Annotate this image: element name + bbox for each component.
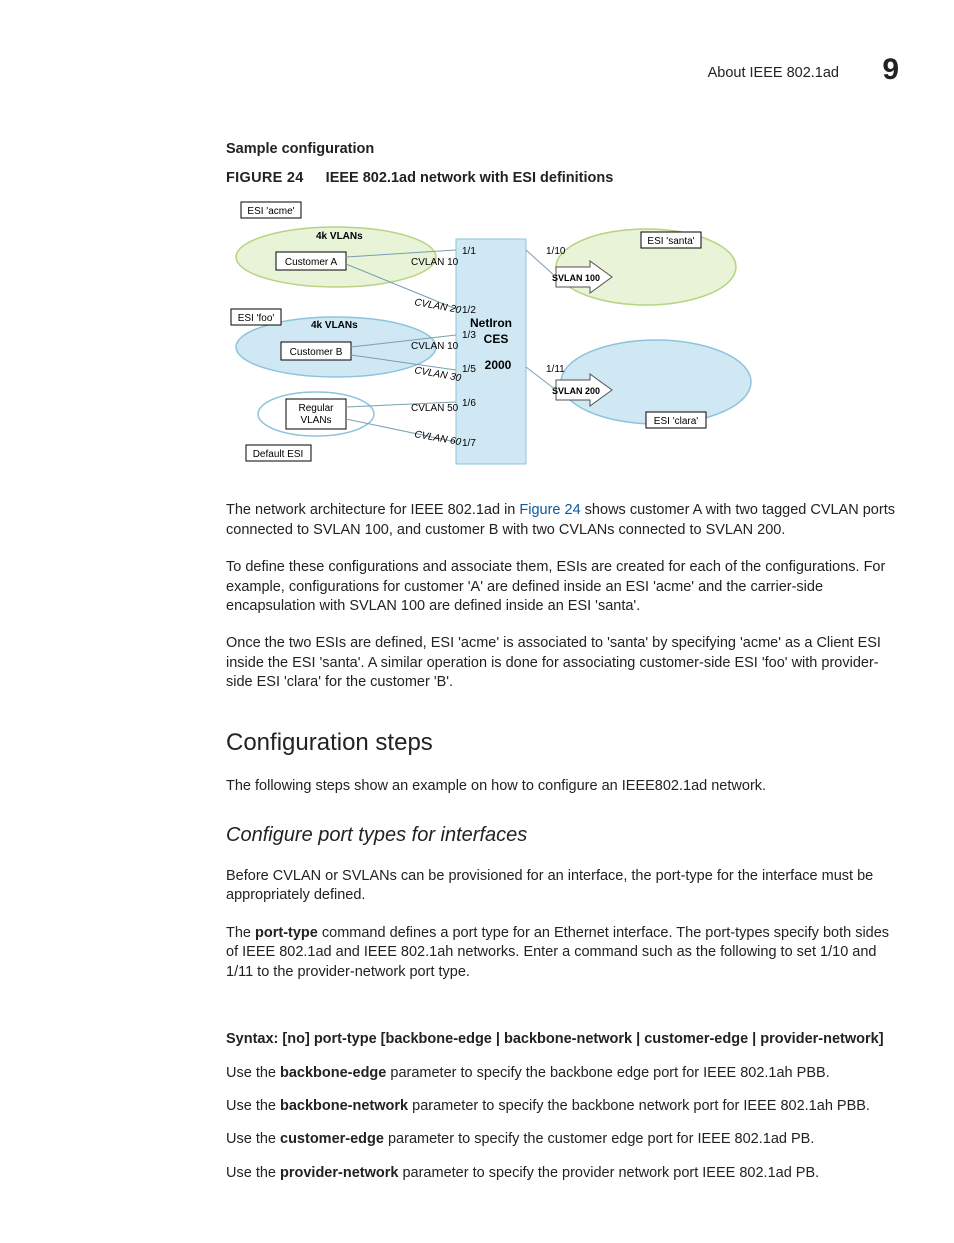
param-provider-network: Use the provider-network parameter to sp…	[226, 1164, 904, 1183]
param-customer-edge: Use the customer-edge parameter to speci…	[226, 1130, 904, 1149]
label-cvlan60: CVLAN 60	[413, 429, 462, 448]
p6-bold: port-type	[255, 925, 318, 941]
syntax-body: [no] port-type [backbone-edge | backbone…	[282, 1031, 883, 1047]
label-cvlan30: CVLAN 30	[413, 365, 462, 384]
device-line1: NetIron	[470, 316, 512, 330]
page-header: About IEEE 802.1ad 9	[0, 0, 954, 110]
bn-b: backbone-network	[280, 1098, 408, 1114]
box-esi-clara: ESI 'clara'	[654, 416, 698, 427]
heading-configuration-steps: Configuration steps	[226, 727, 904, 759]
label-svlan200: SVLAN 200	[552, 386, 600, 396]
sample-config-heading: Sample configuration	[226, 140, 904, 159]
label-cvlan20: CVLAN 20	[413, 297, 462, 316]
be-c: parameter to specify the backbone edge p…	[386, 1065, 829, 1081]
port-1-7: 1/7	[462, 438, 476, 449]
device-line2: CES	[484, 332, 509, 346]
network-diagram: ESI 'acme' Customer A ESI 'foo' Customer…	[226, 197, 904, 483]
port-1-10: 1/10	[546, 246, 566, 257]
ce-a: Use the	[226, 1131, 280, 1147]
box-customer-b: Customer B	[290, 347, 343, 358]
heading-configure-port-types: Configure port types for interfaces	[226, 822, 904, 849]
box-regular-vlans-2: VLANs	[300, 415, 331, 426]
syntax-prefix: Syntax:	[226, 1031, 282, 1047]
port-1-3: 1/3	[462, 330, 476, 341]
box-esi-acme: ESI 'acme'	[247, 206, 294, 217]
syntax-line: Syntax: [no] port-type [backbone-edge | …	[226, 1030, 904, 1049]
page: About IEEE 802.1ad 9 Sample configuratio…	[0, 0, 954, 1243]
p1-part-a: The network architecture for IEEE 802.1a…	[226, 502, 519, 518]
label-cvlan10: CVLAN 10	[411, 257, 459, 268]
page-content: Sample configuration FIGURE 24 IEEE 802.…	[226, 140, 904, 1183]
be-a: Use the	[226, 1065, 280, 1081]
pn-c: parameter to specify the provider networ…	[398, 1165, 819, 1181]
box-regular-vlans-1: Regular	[298, 403, 334, 414]
port-1-11: 1/11	[546, 364, 565, 375]
paragraph-2: To define these configurations and assoc…	[226, 558, 904, 616]
ce-b: customer-edge	[280, 1131, 384, 1147]
param-backbone-network: Use the backbone-network parameter to sp…	[226, 1097, 904, 1116]
port-1-2: 1/2	[462, 305, 476, 316]
ce-c: parameter to specify the customer edge p…	[384, 1131, 814, 1147]
figure-number: FIGURE 24	[226, 170, 304, 186]
label-4kvlans-a: 4k VLANs	[316, 231, 363, 242]
port-1-1: 1/1	[462, 246, 476, 257]
paragraph-4: The following steps show an example on h…	[226, 777, 904, 796]
label-cvlan10b: CVLAN 10	[411, 341, 459, 352]
box-esi-foo: ESI 'foo'	[238, 313, 275, 324]
label-cvlan50: CVLAN 50	[411, 403, 459, 414]
paragraph-3: Once the two ESIs are defined, ESI 'acme…	[226, 634, 904, 692]
pn-a: Use the	[226, 1165, 280, 1181]
figure-reference-link[interactable]: Figure 24	[519, 502, 580, 518]
figure-caption: IEEE 802.1ad network with ESI definition…	[326, 170, 614, 186]
chapter-number: 9	[882, 50, 899, 90]
box-default-esi: Default ESI	[253, 449, 304, 460]
box-esi-santa: ESI 'santa'	[647, 236, 694, 247]
label-4kvlans-b: 4k VLANs	[311, 320, 358, 331]
running-title: About IEEE 802.1ad	[708, 64, 839, 83]
bn-a: Use the	[226, 1098, 280, 1114]
paragraph-5: Before CVLAN or SVLANs can be provisione…	[226, 867, 904, 906]
paragraph-1: The network architecture for IEEE 802.1a…	[226, 501, 904, 540]
box-customer-a: Customer A	[285, 257, 338, 268]
param-backbone-edge: Use the backbone-edge parameter to speci…	[226, 1064, 904, 1083]
paragraph-6: The port-type command defines a port typ…	[226, 924, 904, 982]
pn-b: provider-network	[280, 1165, 398, 1181]
device-line3: 2000	[485, 358, 512, 372]
p6-a: The	[226, 925, 255, 941]
p6-c: command defines a port type for an Ether…	[226, 925, 889, 980]
figure-label: FIGURE 24 IEEE 802.1ad network with ESI …	[226, 169, 904, 188]
bn-c: parameter to specify the backbone networ…	[408, 1098, 870, 1114]
port-1-6: 1/6	[462, 398, 476, 409]
diagram-svg: ESI 'acme' Customer A ESI 'foo' Customer…	[226, 197, 756, 477]
label-svlan100: SVLAN 100	[552, 273, 600, 283]
port-1-5: 1/5	[462, 364, 476, 375]
be-b: backbone-edge	[280, 1065, 386, 1081]
